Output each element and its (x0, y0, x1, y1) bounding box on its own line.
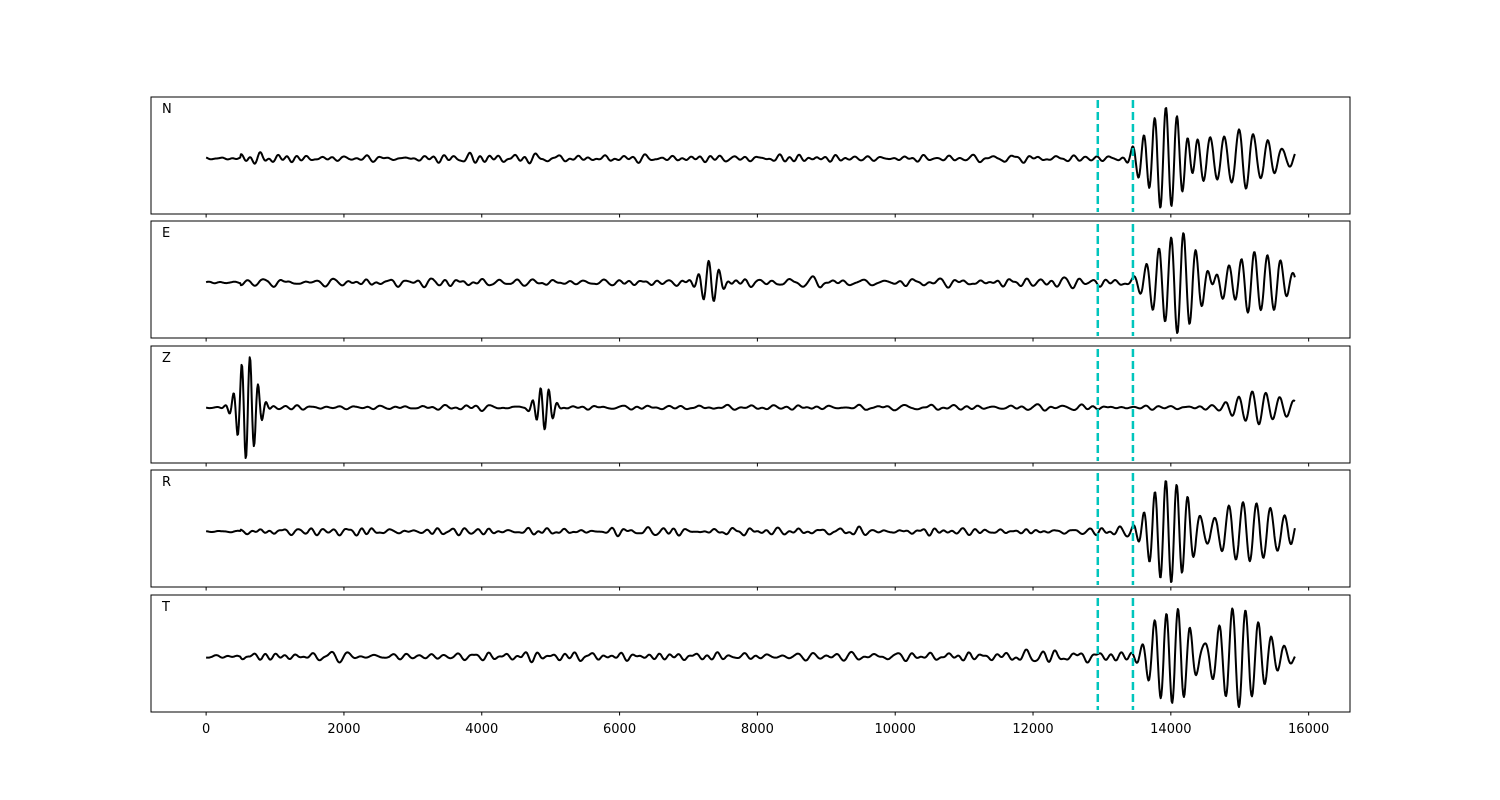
x-tick-label: 8000 (741, 722, 774, 737)
x-axis: 0 2000 4000 6000 8000 10000 12000 14000 16000 (202, 722, 1329, 737)
waveform-trace-n (205, 107, 1296, 209)
panel-label: T (161, 600, 170, 615)
waveform-trace-e (205, 232, 1296, 334)
panel-label: Z (162, 351, 171, 366)
panel-r: R (150, 469, 1351, 591)
x-tick-label: 12000 (1012, 722, 1053, 737)
panel-z: Z (150, 345, 1351, 467)
panel-e: E (150, 220, 1351, 342)
x-tick-label: 14000 (1150, 722, 1191, 737)
panel-t: T (150, 594, 1351, 716)
panel-label: E (162, 226, 170, 241)
waveform-trace-t (205, 607, 1296, 708)
waveform-trace-z (205, 356, 1296, 459)
panels-layer: N E Z R T (150, 96, 1351, 716)
x-tick-label: 0 (202, 722, 210, 737)
panel-label: N (162, 102, 172, 117)
x-tick-label: 2000 (327, 722, 360, 737)
x-tick-label: 10000 (875, 722, 916, 737)
waveform-trace-r (205, 480, 1296, 583)
x-tick-label: 6000 (603, 722, 636, 737)
panel-label: R (162, 475, 171, 490)
panel-frame (150, 96, 1351, 215)
x-tick-label: 4000 (465, 722, 498, 737)
x-tick-label: 16000 (1288, 722, 1329, 737)
panel-n: N (150, 96, 1351, 218)
